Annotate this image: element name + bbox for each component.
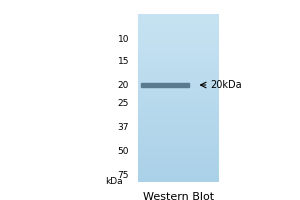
Text: 37: 37: [118, 123, 129, 132]
Text: 20kDa: 20kDa: [210, 80, 242, 90]
Text: 25: 25: [118, 99, 129, 108]
Text: kDa: kDa: [105, 177, 123, 186]
Text: 15: 15: [118, 58, 129, 66]
Text: 20: 20: [118, 81, 129, 90]
Bar: [141, 83, 189, 87]
Text: 10: 10: [118, 36, 129, 45]
Text: Western Blot: Western Blot: [143, 192, 214, 200]
Text: 75: 75: [118, 171, 129, 180]
Text: 50: 50: [118, 148, 129, 156]
